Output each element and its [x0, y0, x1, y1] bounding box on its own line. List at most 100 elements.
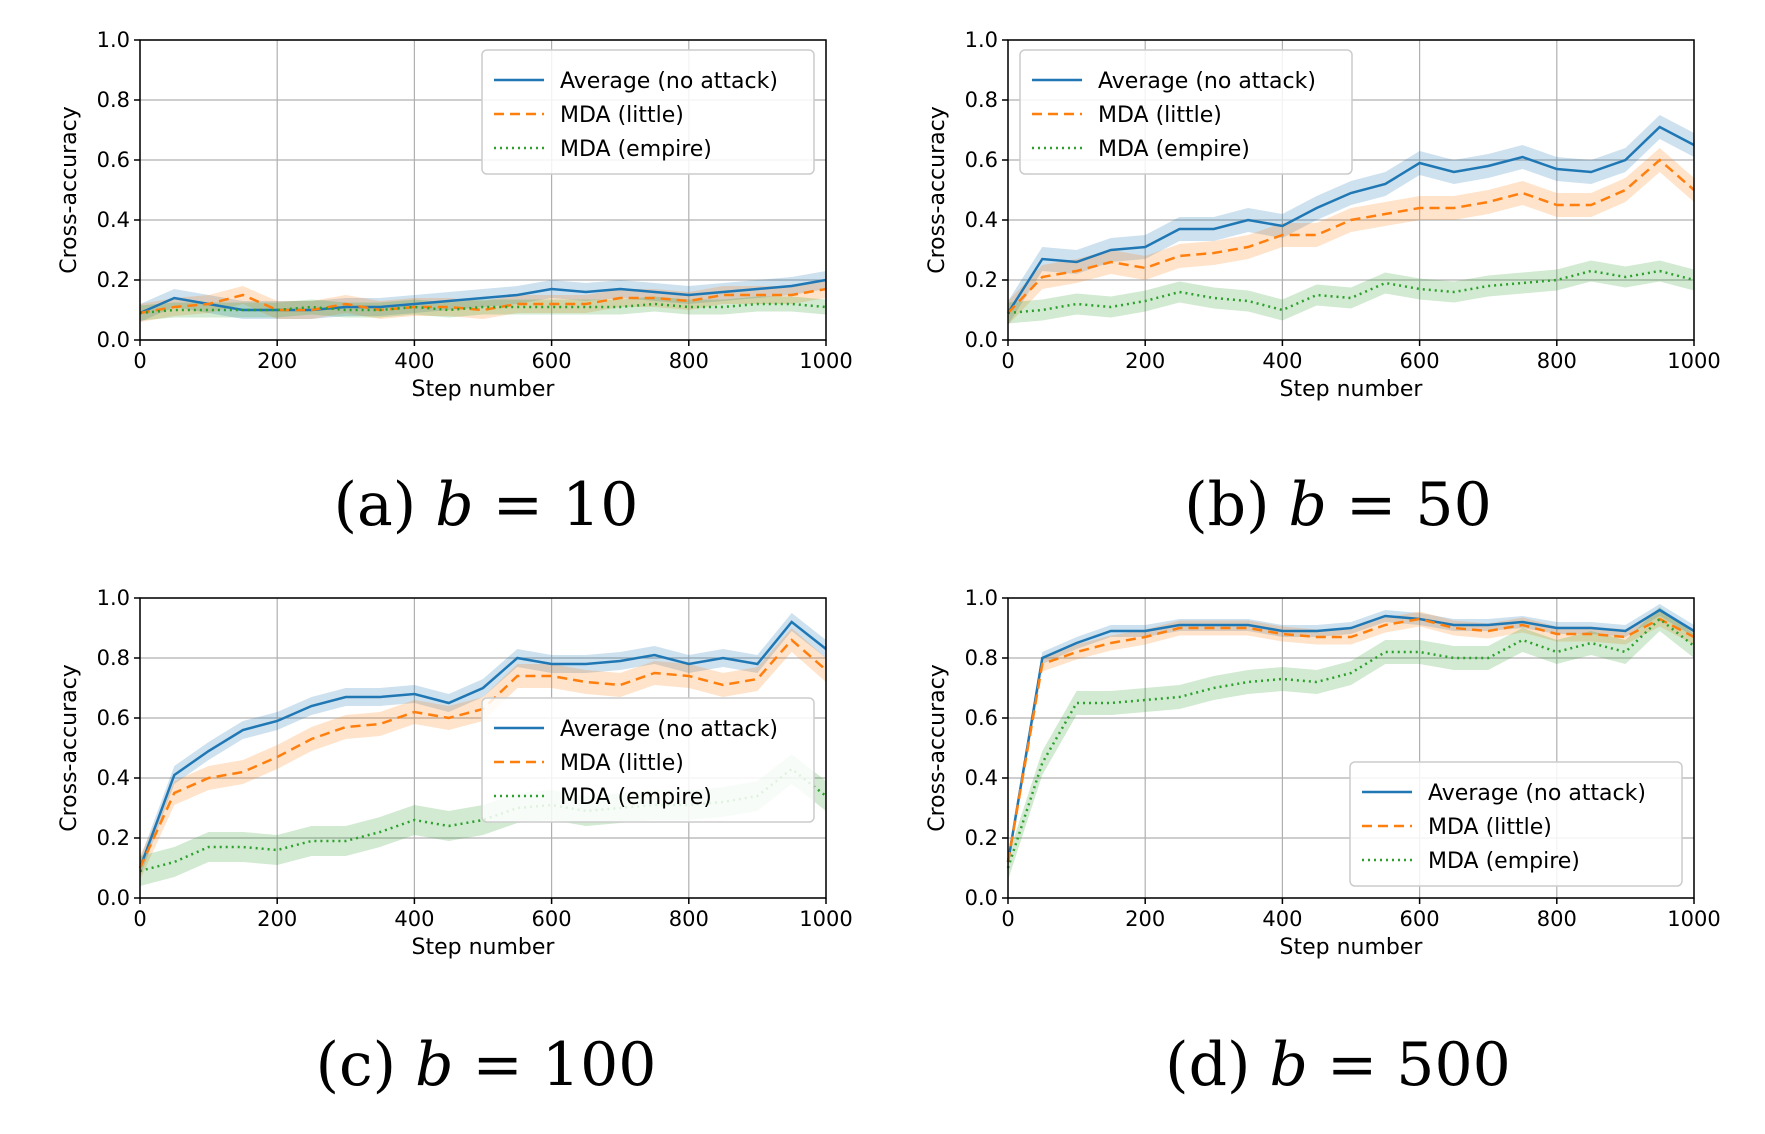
- legend-label: MDA (empire): [560, 137, 712, 162]
- x-tick-label: 1000: [1667, 907, 1720, 931]
- legend-label: MDA (empire): [1098, 137, 1250, 162]
- series-line-empire: [1006, 617, 1695, 869]
- series-line-little: [1007, 158, 1695, 314]
- x-axis-label: Step number: [412, 935, 556, 960]
- legend-label: MDA (little): [1428, 815, 1552, 840]
- legend-label: Average (no attack): [1098, 69, 1316, 94]
- y-axis-label: Cross-accuracy: [925, 664, 950, 832]
- legend-label: MDA (little): [560, 103, 684, 128]
- x-tick-label: 400: [1262, 907, 1302, 931]
- axes-frame: [139, 39, 827, 341]
- x-tick-label: 600: [1400, 907, 1440, 931]
- x-axis-label: Step number: [1280, 935, 1424, 960]
- y-tick-label: 0.0: [965, 886, 998, 910]
- y-tick-label: 0.6: [97, 706, 130, 730]
- series-line-average: [138, 620, 827, 869]
- y-tick-label: 0.6: [965, 706, 998, 730]
- x-tick-label: 0: [133, 907, 146, 931]
- chart-1: 0 200 400 600 800 1000 0.0 0.2 0.4 0.6 0.8 1.0 Step …: [925, 28, 1721, 402]
- y-tick-label: 0.2: [97, 826, 130, 850]
- y-tick-label: 1.0: [97, 28, 130, 52]
- legend-label: MDA (little): [560, 751, 684, 776]
- x-tick-label: 200: [1125, 349, 1165, 373]
- band-average: [1008, 115, 1694, 325]
- x-tick-label: 1000: [799, 349, 852, 373]
- band-empire: [1008, 607, 1694, 880]
- y-tick-label: 0.2: [965, 268, 998, 292]
- y-tick-label: 0.6: [97, 148, 130, 172]
- y-axis-label: Cross-accuracy: [57, 664, 82, 832]
- x-tick-label: 600: [532, 349, 572, 373]
- x-tick-label: 0: [133, 349, 146, 373]
- x-tick-label: 800: [1537, 349, 1577, 373]
- x-tick-label: 800: [669, 907, 709, 931]
- legend-label: Average (no attack): [560, 717, 778, 742]
- y-axis-label: Cross-accuracy: [925, 106, 950, 274]
- x-tick-label: 800: [1537, 907, 1577, 931]
- y-tick-label: 0.4: [965, 766, 998, 790]
- y-tick-label: 0.0: [97, 328, 130, 352]
- legend: Average (no attack) MDA (little) MDA (empi…: [481, 697, 815, 823]
- band-little: [1008, 148, 1694, 325]
- x-tick-label: 400: [394, 907, 434, 931]
- chart-3: 0 200 400 600 800 1000 0.0 0.2 0.4 0.6 0.8 1.0 Step …: [925, 586, 1721, 960]
- legend-box: [481, 49, 815, 175]
- y-tick-label: 0.6: [965, 148, 998, 172]
- x-tick-label: 1000: [1667, 349, 1720, 373]
- caption-b: (b) b = 50: [1184, 470, 1492, 540]
- y-tick-label: 0.4: [97, 766, 130, 790]
- band-little: [1008, 611, 1694, 870]
- legend: Average (no attack) MDA (little) MDA (empi…: [1349, 761, 1683, 887]
- y-tick-label: 0.2: [97, 268, 130, 292]
- band-empire: [1008, 260, 1694, 324]
- legend-box: [1349, 761, 1683, 887]
- y-tick-label: 0.8: [965, 646, 998, 670]
- y-tick-label: 0.0: [965, 328, 998, 352]
- legend-label: Average (no attack): [1428, 781, 1646, 806]
- series-line-average: [1006, 125, 1695, 314]
- x-tick-label: 0: [1001, 349, 1014, 373]
- axes-frame: [139, 597, 827, 899]
- legend-box: [481, 697, 815, 823]
- x-tick-label: 600: [532, 907, 572, 931]
- series-line-little: [1006, 617, 1695, 863]
- x-tick-label: 1000: [799, 907, 852, 931]
- chart-2: 0 200 400 600 800 1000 0.0 0.2 0.4 0.6 0.8 1.0 Step …: [57, 586, 853, 960]
- legend-label: MDA (little): [1098, 103, 1222, 128]
- y-tick-label: 0.8: [97, 646, 130, 670]
- series-line-average: [1006, 608, 1695, 863]
- band-empire: [140, 296, 826, 321]
- x-tick-label: 0: [1001, 907, 1014, 931]
- y-axis-label: Cross-accuracy: [57, 106, 82, 274]
- axes-frame: [1007, 597, 1695, 899]
- x-tick-label: 200: [257, 907, 297, 931]
- x-tick-label: 200: [257, 349, 297, 373]
- legend-label: MDA (empire): [560, 785, 712, 810]
- x-tick-label: 400: [1262, 349, 1302, 373]
- caption-a: (a) b = 10: [333, 470, 639, 540]
- legend: Average (no attack) MDA (little) MDA (empi…: [481, 49, 815, 175]
- x-tick-label: 200: [1125, 907, 1165, 931]
- caption-d: (d) b = 500: [1165, 1030, 1511, 1100]
- series-line-little: [139, 287, 827, 315]
- chart-0: 0 200 400 600 800 1000 0.0 0.2 0.4 0.6 0.8 1.0 Step …: [57, 28, 853, 402]
- legend: Average (no attack) MDA (little) MDA (empi…: [1019, 49, 1353, 175]
- legend-label: Average (no attack): [560, 69, 778, 94]
- x-tick-label: 400: [394, 349, 434, 373]
- legend-label: MDA (empire): [1428, 849, 1580, 874]
- y-tick-label: 0.8: [97, 88, 130, 112]
- y-tick-label: 1.0: [965, 28, 998, 52]
- y-tick-label: 1.0: [965, 586, 998, 610]
- y-tick-label: 0.0: [97, 886, 130, 910]
- y-tick-label: 0.8: [965, 88, 998, 112]
- y-tick-label: 1.0: [97, 586, 130, 610]
- y-tick-label: 0.4: [97, 208, 130, 232]
- x-tick-label: 600: [1400, 349, 1440, 373]
- x-axis-label: Step number: [412, 377, 556, 402]
- caption-c: (c) b = 100: [315, 1030, 657, 1100]
- y-tick-label: 0.4: [965, 208, 998, 232]
- series-line-empire: [1007, 269, 1695, 315]
- x-axis-label: Step number: [1280, 377, 1424, 402]
